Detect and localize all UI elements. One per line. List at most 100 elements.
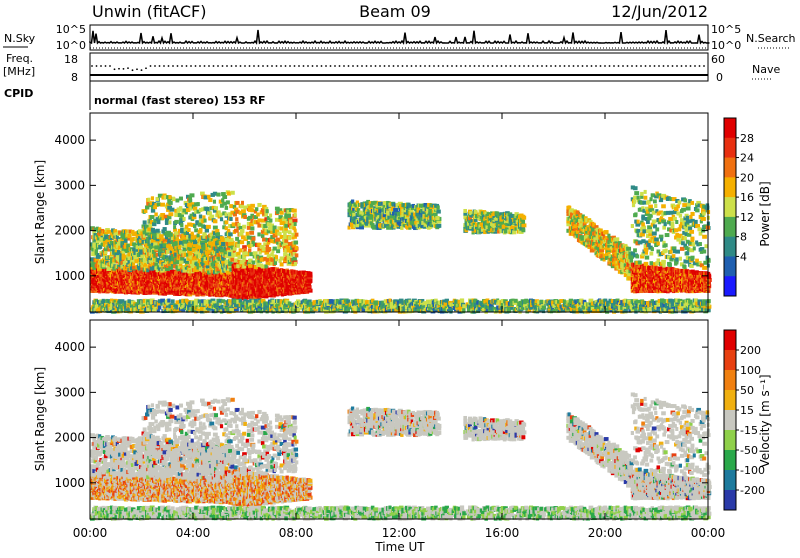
power-cell [227,229,230,233]
power-cell [225,238,229,242]
power-cell [474,210,478,214]
power-cell [209,215,214,219]
cpid-label: CPID [4,87,33,100]
power-cell [180,223,183,227]
freq-point [303,65,305,67]
freq-point [469,65,471,67]
power-cell [193,240,197,244]
power-cell [436,205,439,209]
power-cell [352,213,355,217]
freq-point [132,69,134,71]
power-cell [225,206,228,210]
power-cell [512,230,516,234]
power-cell [292,209,296,213]
power-cell [191,232,194,236]
power-cell [229,204,233,208]
power-cell [191,236,195,240]
freq-point [289,65,291,67]
power-cell [436,210,440,214]
power-cell [184,244,187,248]
power-cell [157,202,161,206]
power-cell [228,242,232,246]
power-cell [168,233,172,237]
freq-point [321,65,323,67]
power-cell [127,234,131,238]
power-cell [275,255,278,259]
power-cell [228,232,233,236]
power-cell [208,241,213,245]
power-cell [257,203,261,207]
power-cell [227,192,231,196]
power-cell [187,228,191,232]
power-cell [156,229,160,233]
freq-point [402,65,404,67]
power-cell [269,214,272,218]
freq-point [343,65,345,67]
freq-point [690,65,692,67]
freq-point [478,65,480,67]
freq-point [474,65,476,67]
power-cell [170,208,175,212]
freq-point [267,65,269,67]
power-cell [288,236,291,240]
freq-point [366,65,368,67]
noise-right-tick-top: 10^5 [711,23,741,36]
power-cell [219,213,223,217]
power-cell [151,209,155,213]
freq-point [460,65,462,67]
freq-point [190,65,192,67]
freq-point [411,65,413,67]
freq-point [618,65,620,67]
freq-point [555,65,557,67]
freq-point [514,65,516,67]
freq-point [280,65,282,67]
freq-point [424,65,426,67]
freq-point [415,65,417,67]
power-cell [240,229,245,233]
beam-title: Beam 09 [359,2,431,21]
freq-point [208,65,210,67]
freq-point [492,65,494,67]
freq-point [150,65,152,67]
freq-point [244,65,246,67]
freq-point [595,65,597,67]
power-cell [276,238,280,242]
power-cell [220,248,225,252]
freq-point [370,65,372,67]
freq-point [177,65,179,67]
power-cell [151,196,154,200]
freq-point [393,65,395,67]
freq-point [550,65,552,67]
power-cell [216,193,220,197]
freq-point [438,65,440,67]
power-cell [197,233,200,237]
power-cell [175,198,179,202]
power-cell [294,229,297,233]
power-cell [245,251,248,255]
power-cell [249,231,254,235]
freq-point [195,65,197,67]
power-cell [267,247,271,251]
power-cell [241,209,246,213]
freq-point [447,65,449,67]
noise-left-tick-top: 10^5 [56,23,86,36]
power-cell [242,225,246,229]
freq-point [357,65,359,67]
power-cell [230,191,234,195]
power-cell [276,249,280,253]
freq-point [609,65,611,67]
power-cell [229,217,232,221]
freq-point [699,65,701,67]
freq-point [510,65,512,67]
freq-point [640,65,642,67]
freq-point [420,65,422,67]
power-cell [143,220,147,224]
power-cell [252,237,256,241]
power-cell [463,209,467,213]
freq-point [658,65,660,67]
power-cell [168,195,171,199]
power-cell [266,209,269,213]
freq-point [316,65,318,67]
power-cell [308,272,313,276]
